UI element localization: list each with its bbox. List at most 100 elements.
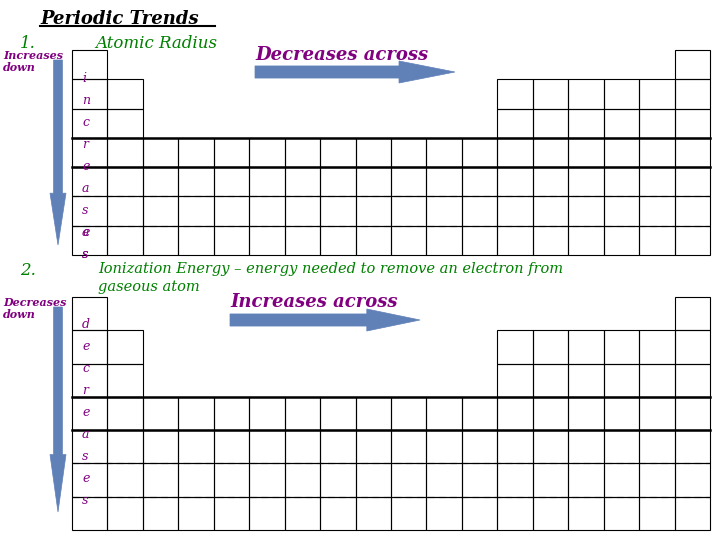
- Bar: [533, 330, 568, 363]
- Bar: [72, 109, 107, 138]
- Bar: [603, 138, 639, 167]
- Bar: [391, 430, 426, 463]
- Bar: [72, 167, 107, 197]
- Bar: [356, 497, 391, 530]
- Bar: [320, 397, 356, 430]
- Bar: [320, 497, 356, 530]
- Bar: [249, 497, 284, 530]
- Bar: [284, 497, 320, 530]
- Bar: [533, 363, 568, 397]
- Bar: [603, 363, 639, 397]
- Bar: [284, 430, 320, 463]
- Bar: [533, 397, 568, 430]
- Bar: [284, 197, 320, 226]
- Bar: [107, 330, 143, 363]
- Bar: [214, 430, 249, 463]
- Bar: [391, 167, 426, 197]
- Bar: [249, 138, 284, 167]
- Bar: [675, 79, 710, 109]
- Text: a: a: [82, 182, 89, 195]
- Bar: [498, 226, 533, 255]
- Bar: [639, 79, 675, 109]
- Text: down: down: [3, 62, 36, 73]
- Bar: [391, 397, 426, 430]
- Bar: [284, 138, 320, 167]
- Text: a: a: [82, 428, 89, 441]
- Bar: [462, 430, 498, 463]
- Bar: [249, 463, 284, 497]
- Text: 2.: 2.: [20, 262, 36, 279]
- Bar: [179, 430, 214, 463]
- Bar: [143, 463, 179, 497]
- Text: s: s: [82, 494, 89, 507]
- Text: gaseous atom: gaseous atom: [98, 280, 199, 294]
- Bar: [284, 463, 320, 497]
- Text: e: e: [82, 340, 89, 353]
- Bar: [462, 497, 498, 530]
- Text: s: s: [82, 204, 89, 217]
- Bar: [356, 397, 391, 430]
- Bar: [639, 397, 675, 430]
- Bar: [107, 138, 143, 167]
- Text: 1.: 1.: [20, 35, 36, 52]
- Bar: [568, 167, 603, 197]
- Bar: [426, 138, 462, 167]
- Bar: [498, 463, 533, 497]
- Bar: [675, 463, 710, 497]
- Bar: [675, 297, 710, 330]
- Bar: [72, 197, 107, 226]
- Bar: [675, 497, 710, 530]
- Bar: [72, 138, 107, 167]
- Bar: [675, 50, 710, 79]
- Bar: [356, 138, 391, 167]
- Bar: [249, 430, 284, 463]
- Bar: [356, 226, 391, 255]
- Bar: [72, 397, 107, 430]
- Bar: [639, 197, 675, 226]
- Bar: [320, 197, 356, 226]
- Bar: [639, 463, 675, 497]
- Bar: [533, 226, 568, 255]
- Bar: [107, 463, 143, 497]
- Bar: [107, 363, 143, 397]
- Text: a: a: [82, 226, 89, 239]
- Bar: [107, 397, 143, 430]
- Text: Ionization Energy – energy needed to remove an electron from: Ionization Energy – energy needed to rem…: [98, 262, 563, 276]
- Bar: [426, 463, 462, 497]
- Bar: [72, 463, 107, 497]
- Bar: [639, 226, 675, 255]
- Bar: [639, 138, 675, 167]
- Bar: [107, 109, 143, 138]
- Bar: [603, 79, 639, 109]
- Bar: [533, 109, 568, 138]
- Bar: [533, 79, 568, 109]
- Bar: [568, 138, 603, 167]
- Bar: [426, 167, 462, 197]
- Bar: [533, 138, 568, 167]
- Bar: [214, 497, 249, 530]
- Bar: [639, 363, 675, 397]
- Bar: [603, 497, 639, 530]
- Bar: [675, 397, 710, 430]
- Polygon shape: [230, 309, 420, 331]
- Bar: [107, 167, 143, 197]
- Text: Periodic Trends: Periodic Trends: [40, 10, 199, 28]
- Bar: [72, 50, 107, 79]
- Bar: [356, 167, 391, 197]
- Text: e: e: [82, 160, 89, 173]
- Bar: [675, 197, 710, 226]
- Bar: [639, 167, 675, 197]
- Bar: [568, 109, 603, 138]
- Bar: [498, 430, 533, 463]
- Bar: [639, 430, 675, 463]
- Bar: [356, 197, 391, 226]
- Bar: [391, 197, 426, 226]
- Bar: [143, 226, 179, 255]
- Text: Decreases: Decreases: [3, 297, 66, 308]
- Bar: [498, 109, 533, 138]
- Bar: [675, 109, 710, 138]
- Bar: [179, 138, 214, 167]
- Bar: [533, 167, 568, 197]
- Bar: [249, 397, 284, 430]
- Text: c: c: [82, 362, 89, 375]
